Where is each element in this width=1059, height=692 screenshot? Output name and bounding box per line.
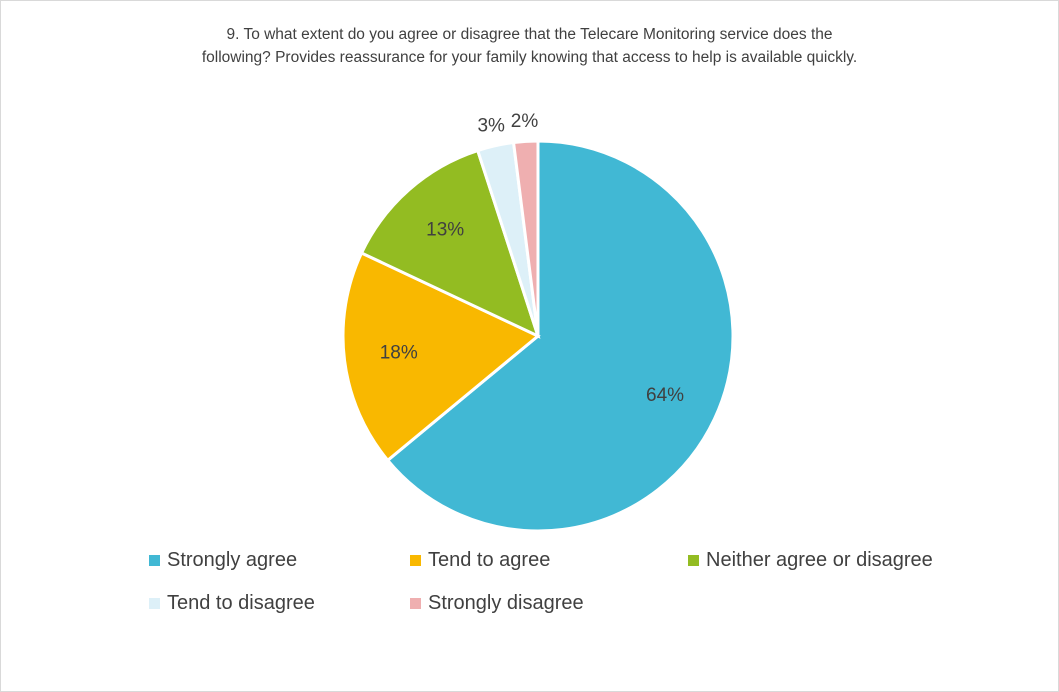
chart-title-line-1: 9. To what extent do you agree or disagr…	[226, 26, 833, 43]
pie-slice-tend-to-agree	[341, 250, 541, 463]
legend-item-strongly-disagree: Strongly disagree	[410, 592, 584, 615]
legend-swatch-strongly-agree	[149, 555, 160, 566]
legend-label-neither: Neither agree or disagree	[706, 549, 933, 571]
legend-swatch-strongly-disagree	[410, 598, 421, 609]
pie-slice-strongly-disagree	[511, 139, 540, 337]
data-label-tend-to-disagree: 3%	[477, 116, 505, 137]
legend-item-tend-to-disagree: Tend to disagree	[149, 592, 315, 615]
data-label-tend-to-agree: 18%	[380, 343, 418, 364]
legend-swatch-neither	[688, 555, 699, 566]
data-label-strongly-agree: 64%	[646, 385, 684, 406]
legend-label-tend-to-agree: Tend to agree	[428, 549, 551, 571]
data-label-neither: 13%	[426, 220, 464, 241]
pie-slice-strongly-agree	[385, 139, 735, 533]
chart-title: 9. To what extent do you agree or disagr…	[1, 23, 1058, 69]
legend-item-strongly-agree: Strongly agree	[149, 549, 297, 572]
legend-swatch-tend-to-disagree	[149, 598, 160, 609]
pie-slice-neither	[359, 148, 541, 339]
legend-item-neither: Neither agree or disagree	[688, 549, 933, 572]
data-label-strongly-disagree: 2%	[511, 111, 539, 132]
chart-title-line-2: following? Provides reassurance for your…	[201, 49, 858, 66]
legend-swatch-tend-to-agree	[410, 555, 421, 566]
legend-item-tend-to-agree: Tend to agree	[410, 549, 550, 572]
legend-label-tend-to-disagree: Tend to disagree	[167, 592, 315, 614]
legend-label-strongly-agree: Strongly agree	[167, 549, 298, 571]
legend-label-strongly-disagree: Strongly disagree	[428, 592, 584, 614]
